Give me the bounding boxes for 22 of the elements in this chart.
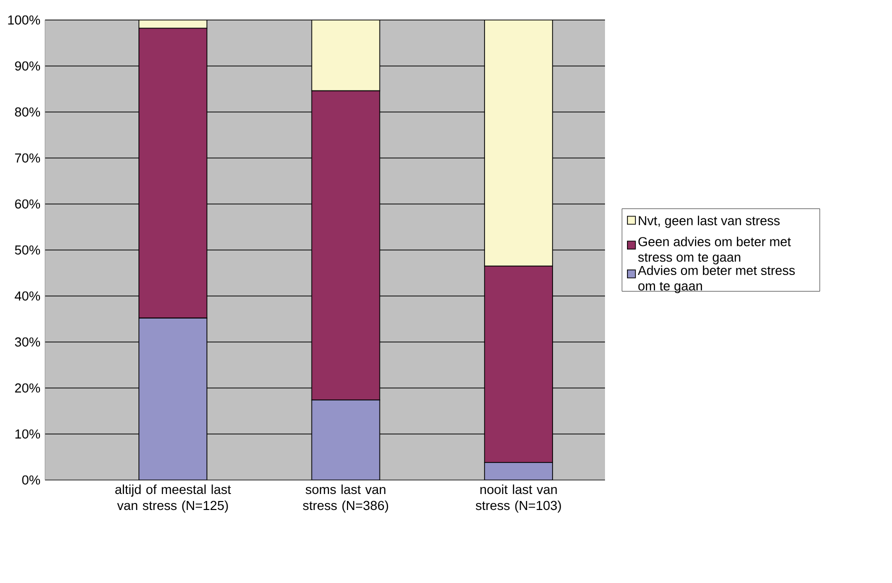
bar (138, 318, 208, 480)
y-tick-label: 80% (15, 107, 40, 117)
legend-label: Geen advies om beter met stress om te gaan (638, 236, 791, 264)
y-tick-label: 10% (15, 429, 40, 439)
y-tick-label: 20% (15, 383, 40, 393)
y-tick-label: 40% (14, 291, 40, 301)
y-tick-label: 60% (15, 199, 40, 209)
y-tick-label: 50% (14, 245, 40, 255)
bar (311, 400, 380, 480)
bar (311, 20, 380, 92)
bar (484, 20, 553, 266)
y-tick-label: 90% (15, 61, 40, 71)
x-tick-label: soms last van stress (N=386) (302, 484, 388, 513)
bar (484, 462, 553, 480)
y-tick-label: 70% (15, 153, 40, 163)
x-tick-label: altijd of meestal last van stress (N=125) (115, 484, 231, 513)
legend-label: Advies om beter met stress om te gaan (638, 265, 795, 294)
y-tick-label: 0% (22, 475, 40, 485)
legend-label: Nvt, geen last van stress (638, 216, 780, 228)
y-tick-label: 100% (8, 15, 40, 25)
x-tick-label: nooit last van stress (N=103) (476, 484, 561, 513)
y-tick-label: 30% (14, 337, 40, 347)
